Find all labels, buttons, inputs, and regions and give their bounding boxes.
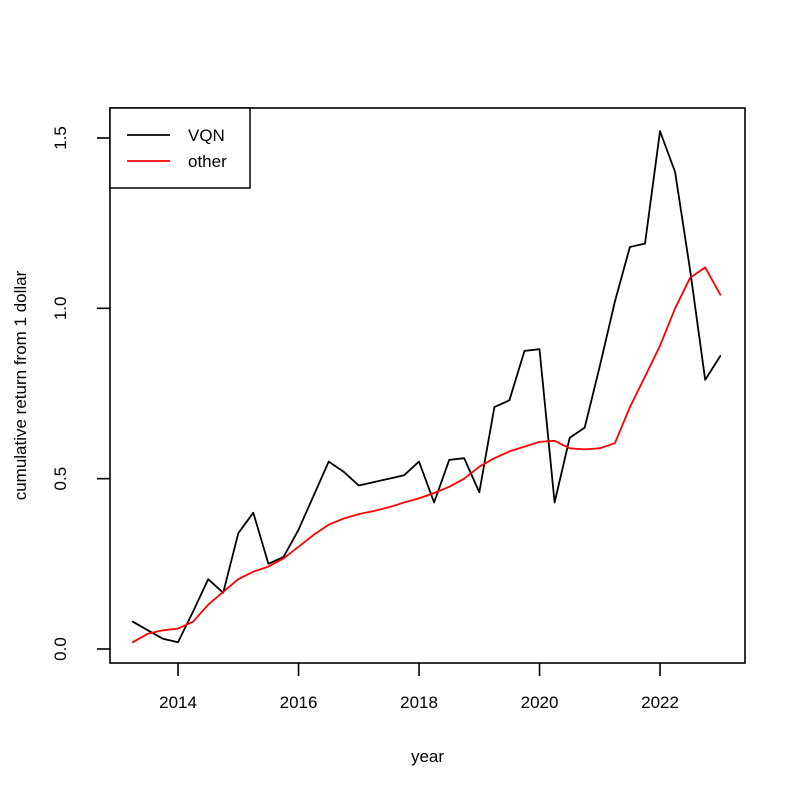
legend: VQN other — [109, 107, 251, 189]
y-tick-label: 0.0 — [51, 637, 70, 661]
y-axis-title: cumulative return from 1 dollar — [11, 270, 30, 500]
series-line-vqn — [131, 130, 722, 644]
x-tick-label: 2016 — [280, 693, 318, 712]
legend-label-vqn: VQN — [188, 126, 225, 145]
x-tick-label: 2020 — [521, 693, 559, 712]
legend-label-other: other — [188, 152, 227, 171]
x-tick-label: 2014 — [159, 693, 197, 712]
x-tick-label: 2022 — [641, 693, 679, 712]
legend-box — [109, 107, 251, 189]
y-tick-label: 0.5 — [51, 467, 70, 491]
y-tick-label: 1.0 — [51, 296, 70, 320]
y-tick-label: 1.5 — [51, 126, 70, 150]
series-line-other — [131, 266, 722, 644]
x-tick-label: 2018 — [400, 693, 438, 712]
x-axis-title: year — [411, 747, 444, 766]
plot-border — [109, 107, 746, 664]
